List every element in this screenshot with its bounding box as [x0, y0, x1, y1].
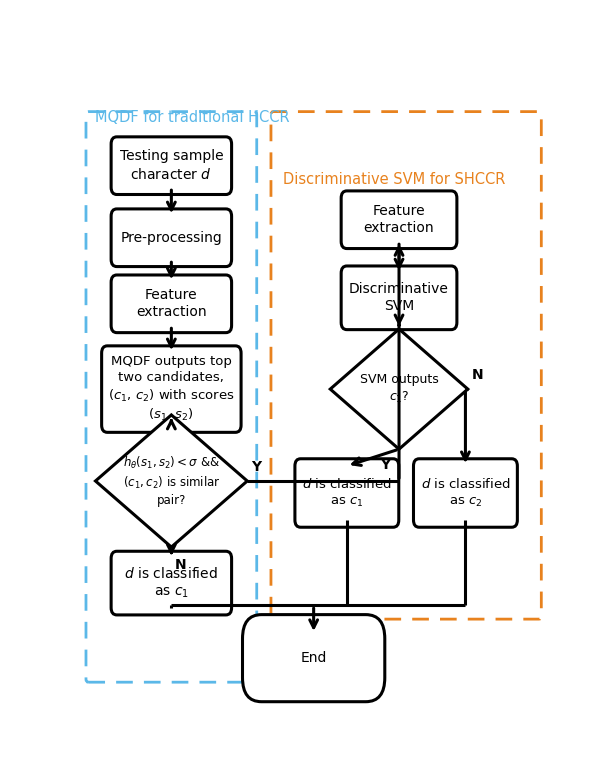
FancyBboxPatch shape — [111, 209, 231, 267]
Text: $d$ is classified
as $c_1$: $d$ is classified as $c_1$ — [124, 566, 218, 600]
Polygon shape — [95, 415, 247, 547]
Text: $d$ is classified
as $c_1$: $d$ is classified as $c_1$ — [302, 477, 392, 509]
FancyBboxPatch shape — [111, 136, 231, 194]
FancyBboxPatch shape — [341, 191, 457, 249]
Text: Y: Y — [379, 458, 390, 472]
FancyBboxPatch shape — [111, 275, 231, 332]
Text: MQDF for traditional HCCR: MQDF for traditional HCCR — [95, 111, 290, 126]
Text: Discriminative
SVM: Discriminative SVM — [349, 282, 449, 314]
Text: MQDF outputs top
two candidates,
($c_1$, $c_2$) with scores
($s_1$, $s_2$): MQDF outputs top two candidates, ($c_1$,… — [108, 355, 234, 424]
FancyBboxPatch shape — [295, 459, 399, 527]
Text: Discriminative SVM for SHCCR: Discriminative SVM for SHCCR — [283, 172, 505, 186]
FancyBboxPatch shape — [111, 551, 231, 615]
FancyBboxPatch shape — [242, 615, 385, 702]
Text: Pre-processing: Pre-processing — [121, 231, 222, 245]
Text: Testing sample
character $d$: Testing sample character $d$ — [119, 150, 223, 182]
FancyBboxPatch shape — [414, 459, 517, 527]
Text: Y: Y — [251, 459, 261, 473]
Text: End: End — [300, 651, 327, 665]
Text: N: N — [472, 368, 483, 382]
FancyBboxPatch shape — [102, 346, 241, 432]
Text: Feature
extraction: Feature extraction — [136, 288, 207, 320]
Text: $h_\theta(s_1, s_2)<\sigma$ &&
$(c_1, c_2)$ is similar
pair?: $h_\theta(s_1, s_2)<\sigma$ && $(c_1, c_… — [122, 455, 220, 507]
Text: N: N — [175, 558, 187, 572]
Polygon shape — [330, 329, 468, 449]
Text: Feature
extraction: Feature extraction — [364, 204, 435, 236]
Text: SVM outputs
$c_1$?: SVM outputs $c_1$? — [360, 374, 438, 405]
FancyBboxPatch shape — [341, 266, 457, 330]
Text: $d$ is classified
as $c_2$: $d$ is classified as $c_2$ — [420, 477, 510, 509]
